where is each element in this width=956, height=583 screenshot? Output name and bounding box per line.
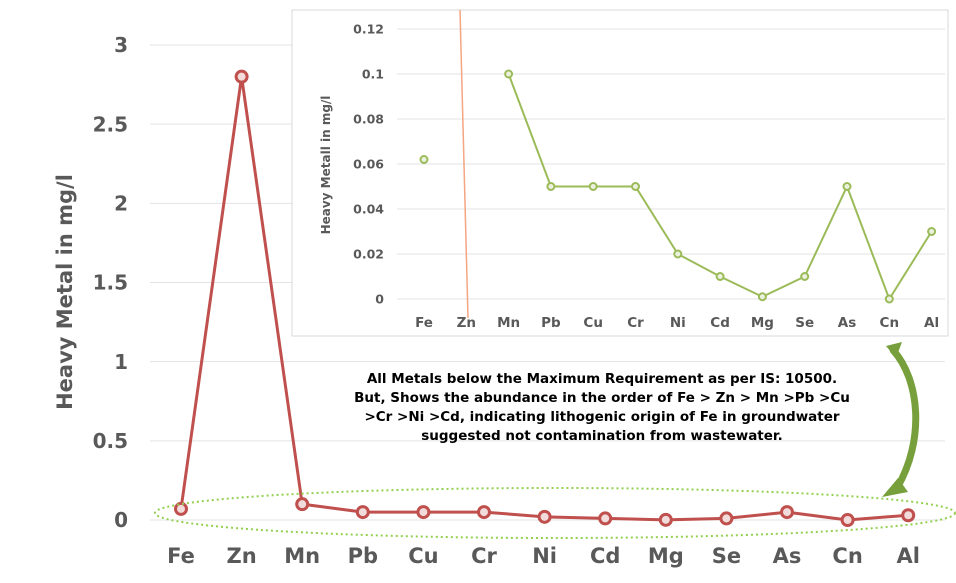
inset-y-tick-label: 0.02 [353,247,384,262]
inset-x-tick-label: Se [795,315,814,331]
inset-x-tick-label: Ni [670,315,686,331]
main-data-point [355,505,370,520]
main-x-tick-label: Se [712,544,741,568]
arrow [882,342,920,497]
inset-frame [291,9,949,337]
inset-zn-marker-line [459,9,469,319]
main-x-tick-label: Mg [648,544,684,568]
main-y-tick-label: 2 [114,192,128,216]
inset-data-point [631,182,640,191]
inset-y-tick-label: 0.12 [353,22,384,37]
main-x-tick-label: As [773,544,802,568]
inset-y-axis-label: Heavy Metall in mg/l [319,96,333,235]
main-y-tick-label: 0.5 [93,429,128,453]
inset-x-tick-label: As [838,315,856,331]
inset-y-tick-label: 0 [375,292,384,307]
inset-data-point [673,249,683,259]
inset-data-point [419,155,429,164]
main-data-point [658,512,673,527]
main-x-tick-label: Cd [590,544,620,568]
main-data-point [234,69,249,84]
main-x-tick-label: Zn [227,544,257,568]
main-x-tick-label: Ni [532,544,557,568]
main-y-ticks: 0 0.5 1 1.5 2 2.5 3 [93,33,128,532]
inset-gridlines [397,28,945,300]
inset-data-point [546,182,556,191]
inset-x-tick-label: Mn [497,315,520,331]
main-data-point [295,497,310,512]
main-y-tick-label: 1 [114,350,128,374]
main-data-point [901,508,916,523]
inset-data-point [504,69,514,79]
inset-x-tick-label: Zn [457,315,476,331]
inset-data-point [927,227,937,236]
inset-data-point [842,182,852,191]
highlight-ellipse [154,487,956,539]
main-x-tick-label: Al [896,544,919,568]
main-data-point [598,511,613,526]
inset-y-tick-label: 0.1 [362,67,384,82]
inset-data-point [884,294,894,304]
inset-y-ticks: 0 0.02 0.04 0.06 0.08 0.1 0.12 [353,22,384,307]
main-x-tick-label: Mn [284,544,320,568]
inset-data-point [800,272,810,281]
main-y-axis-label: Heavy Metal in mg/l [53,174,77,410]
inset-x-tick-label: Al [924,315,939,331]
main-x-tick-label: Fe [167,544,195,568]
inset-data-point [757,292,767,302]
inset-y-tick-label: 0.08 [353,112,384,127]
main-y-tick-label: 2.5 [93,112,128,136]
inset-chart: 0 0.02 0.04 0.06 0.08 0.1 0.12 Fe Zn Mn Pb Cu Cr Ni C… [291,9,949,337]
main-data-point [477,505,491,520]
inset-x-tick-label: Fe [415,315,433,331]
inset-x-tick-label: Cu [583,315,603,331]
main-data-point [416,505,431,520]
inset-x-ticks: Fe Zn Mn Pb Cu Cr Ni Cd Mg Se As Cn Al [415,315,939,331]
main-x-tick-label: Cr [471,544,497,568]
inset-x-tick-label: Cn [880,315,900,331]
inset-x-tick-label: Mg [751,315,774,331]
inset-y-tick-label: 0.04 [353,202,384,217]
main-data-point [174,501,188,516]
main-x-tick-label: Cn [832,544,862,568]
inset-data-point [588,182,598,191]
main-y-tick-label: 3 [114,33,128,57]
main-y-tick-label: 0 [114,508,128,532]
inset-x-tick-label: Pb [541,315,561,331]
main-x-tick-label: Pb [348,544,378,568]
main-series [174,69,916,527]
main-data-point [537,509,552,524]
inset-series [419,69,937,304]
main-data-point [719,511,734,526]
main-x-tick-label: Cu [408,544,438,568]
main-x-ticks: Fe Zn Mn Pb Cu Cr Ni Cd Mg Se As Cn Al [167,544,920,568]
inset-x-tick-label: Cr [627,315,644,331]
main-data-point [840,513,855,527]
annotation-text: All Metals below the Maximum Requirement… [354,371,850,444]
inset-y-tick-label: 0.06 [353,157,384,172]
main-y-tick-label: 1.5 [93,271,128,295]
main-data-point [780,505,794,520]
inset-data-point [715,272,725,281]
inset-x-tick-label: Cd [710,315,730,331]
